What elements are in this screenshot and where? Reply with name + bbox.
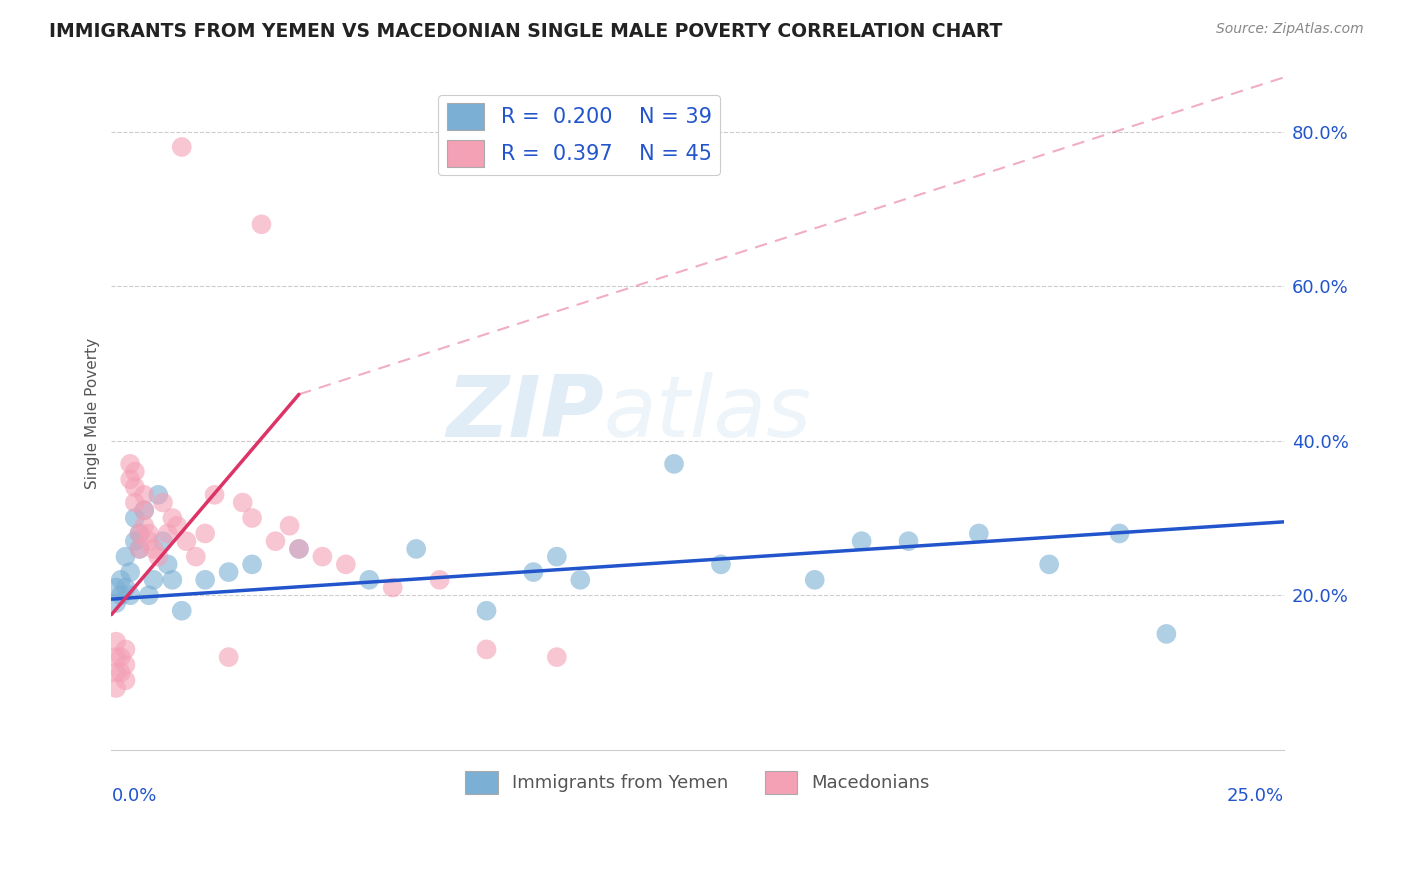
Point xyxy=(156,526,179,541)
Point xyxy=(359,573,381,587)
Point xyxy=(128,541,150,556)
Point xyxy=(522,565,544,579)
Point xyxy=(218,650,240,665)
Text: 0.0%: 0.0% xyxy=(111,787,157,805)
Point xyxy=(475,604,498,618)
Point xyxy=(134,488,156,502)
Point xyxy=(176,534,198,549)
Point xyxy=(250,217,273,231)
Point xyxy=(114,657,136,672)
Point xyxy=(156,558,179,572)
Point xyxy=(1108,526,1130,541)
Y-axis label: Single Male Poverty: Single Male Poverty xyxy=(86,338,100,489)
Point xyxy=(335,558,357,572)
Point xyxy=(114,549,136,564)
Point xyxy=(851,534,873,549)
Point xyxy=(194,526,217,541)
Point xyxy=(710,558,733,572)
Point xyxy=(105,650,128,665)
Point xyxy=(240,558,263,572)
Point xyxy=(967,526,990,541)
Point xyxy=(110,588,132,602)
Point xyxy=(1156,627,1178,641)
Point xyxy=(120,588,142,602)
Text: IMMIGRANTS FROM YEMEN VS MACEDONIAN SINGLE MALE POVERTY CORRELATION CHART: IMMIGRANTS FROM YEMEN VS MACEDONIAN SING… xyxy=(49,22,1002,41)
Point xyxy=(152,534,174,549)
Point xyxy=(142,541,165,556)
Point xyxy=(138,534,160,549)
Text: 25.0%: 25.0% xyxy=(1226,787,1284,805)
Point xyxy=(429,573,451,587)
Point xyxy=(662,457,685,471)
Point xyxy=(184,549,207,564)
Point xyxy=(162,511,184,525)
Point xyxy=(128,541,150,556)
Point xyxy=(278,518,301,533)
Point xyxy=(803,573,825,587)
Point xyxy=(288,541,311,556)
Point xyxy=(128,526,150,541)
Point xyxy=(1038,558,1060,572)
Point xyxy=(114,673,136,688)
Point xyxy=(569,573,592,587)
Point xyxy=(105,581,128,595)
Point xyxy=(124,465,146,479)
Point xyxy=(134,503,156,517)
Point xyxy=(105,665,128,680)
Point xyxy=(546,549,568,564)
Point xyxy=(105,681,128,695)
Point xyxy=(170,604,193,618)
Point xyxy=(124,480,146,494)
Point xyxy=(110,665,132,680)
Point xyxy=(134,518,156,533)
Point xyxy=(897,534,920,549)
Point xyxy=(381,581,404,595)
Text: atlas: atlas xyxy=(603,372,811,455)
Point xyxy=(142,573,165,587)
Point xyxy=(138,588,160,602)
Point xyxy=(105,596,128,610)
Point xyxy=(114,581,136,595)
Point xyxy=(120,472,142,486)
Point xyxy=(128,526,150,541)
Point xyxy=(194,573,217,587)
Point xyxy=(288,541,311,556)
Point xyxy=(475,642,498,657)
Point xyxy=(148,549,170,564)
Point xyxy=(218,565,240,579)
Point xyxy=(311,549,333,564)
Point xyxy=(138,526,160,541)
Point xyxy=(120,457,142,471)
Legend: Immigrants from Yemen, Macedonians: Immigrants from Yemen, Macedonians xyxy=(458,764,936,801)
Point xyxy=(134,503,156,517)
Point xyxy=(546,650,568,665)
Point xyxy=(148,488,170,502)
Point xyxy=(264,534,287,549)
Point xyxy=(124,534,146,549)
Point xyxy=(166,518,188,533)
Point xyxy=(120,565,142,579)
Point xyxy=(114,642,136,657)
Point xyxy=(162,573,184,587)
Point xyxy=(240,511,263,525)
Text: ZIP: ZIP xyxy=(446,372,603,455)
Point xyxy=(405,541,427,556)
Point xyxy=(105,634,128,648)
Point xyxy=(110,573,132,587)
Point xyxy=(170,140,193,154)
Point xyxy=(204,488,226,502)
Point xyxy=(152,495,174,509)
Point xyxy=(232,495,254,509)
Point xyxy=(124,511,146,525)
Point xyxy=(110,650,132,665)
Point xyxy=(124,495,146,509)
Text: Source: ZipAtlas.com: Source: ZipAtlas.com xyxy=(1216,22,1364,37)
